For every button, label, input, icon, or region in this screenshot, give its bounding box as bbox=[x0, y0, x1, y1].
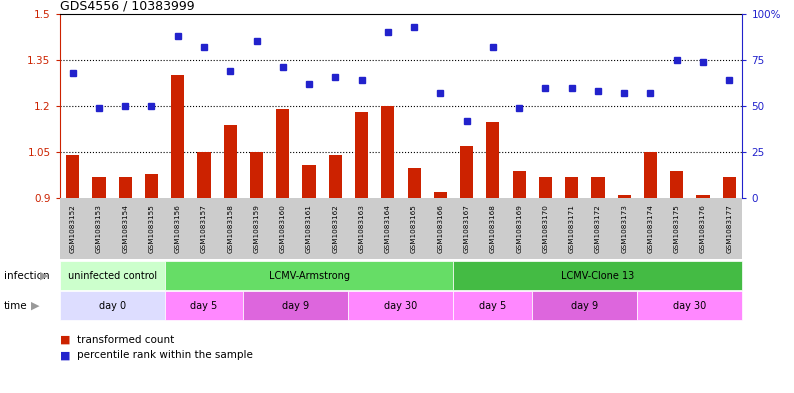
Text: ■: ■ bbox=[60, 334, 74, 345]
Bar bbox=[329, 155, 342, 198]
Text: GSM1083166: GSM1083166 bbox=[437, 204, 443, 253]
Text: day 0: day 0 bbox=[98, 301, 125, 310]
Text: ▶: ▶ bbox=[40, 271, 48, 281]
Text: GSM1083167: GSM1083167 bbox=[464, 204, 469, 253]
Bar bbox=[276, 109, 289, 198]
Text: day 30: day 30 bbox=[673, 301, 707, 310]
Text: GSM1083158: GSM1083158 bbox=[227, 204, 233, 253]
Text: GSM1083172: GSM1083172 bbox=[595, 204, 601, 253]
Text: day 9: day 9 bbox=[283, 301, 310, 310]
Bar bbox=[644, 152, 657, 198]
Text: day 30: day 30 bbox=[384, 301, 418, 310]
Text: GSM1083164: GSM1083164 bbox=[385, 204, 391, 253]
Text: GSM1083153: GSM1083153 bbox=[96, 204, 102, 253]
Text: GSM1083161: GSM1083161 bbox=[306, 204, 312, 253]
Bar bbox=[565, 177, 578, 198]
Text: GSM1083155: GSM1083155 bbox=[148, 204, 155, 253]
Bar bbox=[172, 75, 184, 198]
Bar bbox=[460, 146, 473, 198]
Bar bbox=[92, 177, 106, 198]
Bar bbox=[224, 125, 237, 198]
Bar bbox=[407, 168, 421, 198]
Bar bbox=[250, 152, 263, 198]
Text: uninfected control: uninfected control bbox=[67, 271, 156, 281]
Bar bbox=[381, 106, 395, 198]
Bar bbox=[118, 177, 132, 198]
Text: GSM1083170: GSM1083170 bbox=[542, 204, 549, 253]
Text: LCMV-Armstrong: LCMV-Armstrong bbox=[268, 271, 349, 281]
Text: GSM1083174: GSM1083174 bbox=[647, 204, 653, 253]
Bar bbox=[696, 195, 710, 198]
Text: day 5: day 5 bbox=[191, 301, 218, 310]
Bar bbox=[539, 177, 552, 198]
Text: GSM1083165: GSM1083165 bbox=[411, 204, 417, 253]
Text: ■: ■ bbox=[60, 350, 74, 360]
Text: GSM1083152: GSM1083152 bbox=[70, 204, 75, 253]
Bar bbox=[513, 171, 526, 198]
Bar bbox=[303, 165, 316, 198]
Text: GSM1083160: GSM1083160 bbox=[279, 204, 286, 253]
Text: GSM1083171: GSM1083171 bbox=[569, 204, 575, 253]
Bar bbox=[487, 121, 499, 198]
Bar bbox=[145, 174, 158, 198]
Text: GSM1083175: GSM1083175 bbox=[674, 204, 680, 253]
Text: day 5: day 5 bbox=[480, 301, 507, 310]
Text: time: time bbox=[4, 301, 28, 310]
Text: LCMV-Clone 13: LCMV-Clone 13 bbox=[561, 271, 634, 281]
Bar bbox=[434, 192, 447, 198]
Text: transformed count: transformed count bbox=[77, 334, 174, 345]
Text: ▶: ▶ bbox=[31, 301, 39, 310]
Bar bbox=[355, 112, 368, 198]
Text: GSM1083177: GSM1083177 bbox=[727, 204, 732, 253]
Bar bbox=[66, 155, 79, 198]
Bar bbox=[618, 195, 630, 198]
Bar bbox=[592, 177, 604, 198]
Text: GSM1083176: GSM1083176 bbox=[700, 204, 706, 253]
Text: GSM1083156: GSM1083156 bbox=[175, 204, 181, 253]
Text: GSM1083163: GSM1083163 bbox=[359, 204, 364, 253]
Bar bbox=[198, 152, 210, 198]
Text: GSM1083169: GSM1083169 bbox=[516, 204, 522, 253]
Text: GSM1083168: GSM1083168 bbox=[490, 204, 496, 253]
Bar bbox=[670, 171, 684, 198]
Text: percentile rank within the sample: percentile rank within the sample bbox=[77, 350, 253, 360]
Text: GSM1083157: GSM1083157 bbox=[201, 204, 207, 253]
Text: day 9: day 9 bbox=[571, 301, 599, 310]
Text: GSM1083173: GSM1083173 bbox=[621, 204, 627, 253]
Text: GSM1083159: GSM1083159 bbox=[253, 204, 260, 253]
Text: infection: infection bbox=[4, 271, 49, 281]
Bar bbox=[723, 177, 736, 198]
Text: GSM1083162: GSM1083162 bbox=[333, 204, 338, 253]
Text: GSM1083154: GSM1083154 bbox=[122, 204, 128, 253]
Text: GDS4556 / 10383999: GDS4556 / 10383999 bbox=[60, 0, 195, 13]
